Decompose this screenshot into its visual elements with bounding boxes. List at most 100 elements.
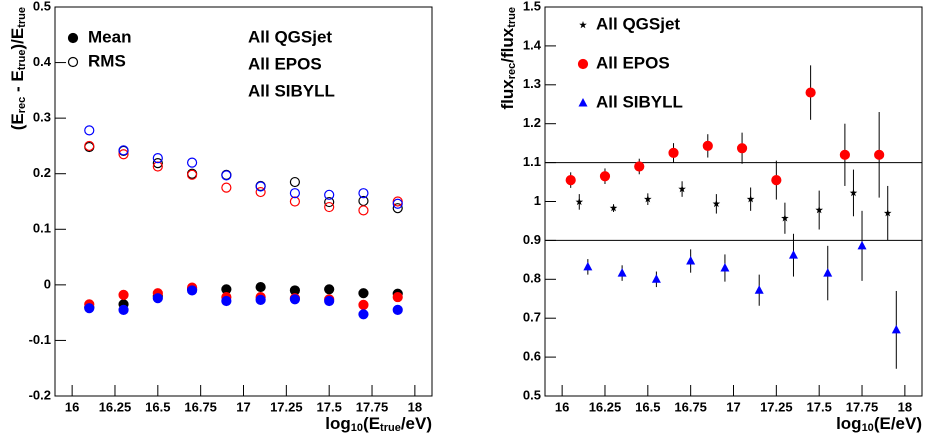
marker [392, 198, 403, 209]
marker [324, 284, 335, 295]
marker [358, 309, 369, 320]
x-tick-label: 16.75 [184, 399, 217, 414]
marker [788, 250, 798, 259]
y-tick-label: 1.1 [523, 154, 541, 169]
y-tick-label: 1 [534, 193, 541, 208]
marker [84, 140, 95, 152]
y-axis-label: fluxrec/fluxtrue [498, 7, 518, 110]
subscript: true [16, 7, 28, 28]
x-tick-label: 17.5 [317, 399, 342, 414]
marker [186, 157, 198, 168]
x-tick-label: 17 [726, 399, 740, 414]
x-axis-label: log10(E/eV) [836, 414, 922, 434]
legend-label: RMS [88, 51, 126, 70]
y-tick-label: -0.2 [29, 387, 51, 402]
marker [186, 169, 198, 180]
subscript: true [380, 422, 401, 434]
marker [289, 294, 301, 305]
x-tick-label: 16 [65, 399, 79, 414]
label-part: (E [8, 113, 27, 130]
label-part: )/E [8, 28, 27, 50]
label-part: - E [8, 70, 27, 96]
marker [754, 285, 764, 294]
label-part: (E/eV) [874, 414, 922, 433]
marker [255, 186, 266, 198]
y-tick-label: 0.4 [33, 54, 52, 69]
x-tick-label: 18 [898, 399, 912, 414]
marker [575, 197, 584, 206]
legend-label: All QGSjet [596, 14, 680, 33]
marker [891, 324, 901, 334]
legend-label: Mean [88, 27, 131, 46]
marker [874, 149, 885, 160]
marker [392, 304, 403, 315]
label-part: /flux [498, 27, 517, 62]
marker [668, 147, 679, 158]
legend-label: All SIBYLL [248, 81, 335, 100]
y-tick-label: 0.3 [33, 110, 51, 125]
y-tick-label: 0.9 [523, 232, 541, 247]
marker [324, 295, 335, 307]
marker [746, 195, 755, 203]
marker [221, 295, 232, 307]
marker [118, 149, 129, 160]
y-tick-label: 0.6 [523, 349, 541, 364]
marker [84, 125, 95, 136]
marker [599, 171, 611, 182]
marker [720, 263, 730, 272]
x-tick-label: 17.75 [356, 399, 389, 414]
marker [736, 143, 748, 154]
label-part: (E [363, 414, 380, 433]
y-tick-label: 0.5 [33, 0, 51, 13]
marker [609, 204, 618, 212]
marker [805, 87, 816, 98]
marker [857, 240, 867, 250]
x-tick-label: 16 [555, 399, 569, 414]
marker [702, 140, 713, 151]
label-part: flux [498, 79, 517, 110]
x-tick-label: 17.25 [270, 399, 303, 414]
marker [578, 98, 588, 107]
marker [781, 214, 789, 222]
marker [186, 285, 198, 296]
y-tick-label: 1.4 [523, 37, 542, 52]
marker [565, 175, 576, 186]
subscript: true [506, 7, 518, 28]
marker [392, 196, 403, 207]
marker [883, 209, 892, 217]
marker [617, 268, 627, 277]
marker [152, 153, 163, 164]
marker [651, 274, 661, 283]
marker [823, 268, 833, 277]
marker [84, 303, 95, 314]
marker [815, 206, 823, 214]
x-tick-label: 17.75 [846, 399, 879, 414]
marker [839, 149, 850, 160]
y-tick-label: 0.5 [523, 387, 541, 402]
subscript: rec [506, 63, 518, 80]
marker [358, 288, 369, 299]
marker [152, 158, 163, 169]
y-tick-label: 0.8 [523, 271, 541, 286]
marker [255, 281, 266, 293]
marker [289, 176, 301, 188]
marker [577, 58, 589, 70]
marker [255, 181, 266, 192]
label-part: log [836, 414, 862, 433]
legend-label: All QGSjet [248, 27, 332, 46]
x-tick-label: 17.25 [760, 399, 793, 414]
y-tick-label: 1.5 [523, 0, 541, 13]
x-tick-label: 16.25 [589, 399, 622, 414]
marker [634, 161, 645, 172]
marker [152, 161, 163, 172]
marker [392, 291, 403, 303]
marker [67, 56, 79, 68]
marker [712, 199, 721, 208]
subscript: 10 [862, 422, 874, 434]
y-tick-label: 0.2 [33, 165, 51, 180]
subscript: 10 [351, 422, 363, 434]
y-axis-label: (Erec - Etrue)/Etrue [8, 7, 28, 130]
marker [583, 261, 593, 271]
x-tick-label: 16.5 [145, 399, 170, 414]
